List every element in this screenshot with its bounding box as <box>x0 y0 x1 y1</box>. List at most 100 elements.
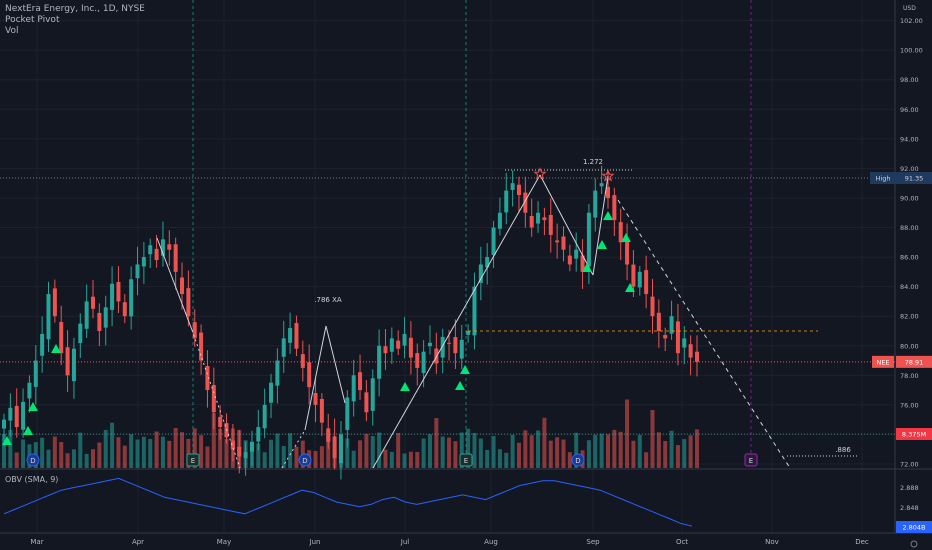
candle-body <box>497 212 502 229</box>
volume-bar <box>224 439 229 468</box>
candle-body <box>186 288 191 317</box>
volume-bar <box>472 432 477 468</box>
dividend-marker <box>298 453 312 467</box>
volume-bar <box>593 434 598 468</box>
volume-label[interactable]: Vol <box>5 26 19 36</box>
candle-body <box>116 281 121 302</box>
volume-bar <box>497 449 502 468</box>
pocket-pivot-signal <box>603 211 613 220</box>
volume-bar <box>281 446 286 468</box>
candle-body <box>180 277 185 295</box>
price-tick-label: 96.00 <box>900 106 919 114</box>
volume-bar <box>542 417 547 468</box>
volume-bar <box>91 449 96 468</box>
candle-body <box>199 332 204 361</box>
candle-body <box>625 241 630 265</box>
volume-bar <box>516 442 521 468</box>
candle-body <box>485 257 490 268</box>
earnings-marker <box>744 453 758 467</box>
volume-bar <box>408 451 413 468</box>
candle-body <box>605 186 610 198</box>
volume-bar <box>491 435 496 468</box>
candle-body <box>307 362 312 388</box>
volume-bar <box>116 437 121 468</box>
pattern-leg <box>592 175 609 276</box>
candle-body <box>561 236 566 250</box>
volume-bar <box>427 434 432 468</box>
volume-bar <box>453 441 458 468</box>
candle-body <box>548 214 553 235</box>
volume-bar <box>383 449 388 468</box>
candle-body <box>148 245 153 255</box>
volume-bar <box>211 413 216 468</box>
candle-body <box>695 351 699 362</box>
volume-bar <box>599 433 604 468</box>
volume-bar <box>358 440 363 468</box>
candle-body <box>542 217 547 221</box>
obv-tick-label: 2.888 <box>900 484 919 492</box>
volume-bar <box>695 429 699 468</box>
volume-bar <box>421 438 426 468</box>
volume-bar <box>434 418 439 468</box>
volume-bar <box>269 439 274 468</box>
candle-body <box>688 344 693 358</box>
time-tick-label: Aug <box>484 538 498 546</box>
candle-body <box>78 323 83 344</box>
candle-body <box>211 384 216 413</box>
last-value-label: 78.91 <box>905 358 924 366</box>
candle-body <box>415 353 420 368</box>
volume-bar <box>288 433 293 468</box>
pattern-leg <box>539 174 594 276</box>
volume-bar <box>205 446 210 468</box>
price-tick-label: 72.00 <box>900 461 919 469</box>
obv-value-label: 2.804B <box>902 524 925 532</box>
volume-bar <box>14 452 19 468</box>
volume-bar <box>644 452 649 468</box>
volume-bar <box>688 435 693 468</box>
settings-gear-icon <box>910 540 918 548</box>
candle-body <box>459 339 464 359</box>
volume-bar <box>2 434 6 468</box>
event-marker-letter: E <box>191 457 195 465</box>
candle-body <box>8 407 13 421</box>
candle-body <box>586 212 591 267</box>
candle-body <box>656 312 661 331</box>
projection-line <box>617 199 791 469</box>
time-tick-label: Dec <box>855 538 869 546</box>
price-tick-label: 94.00 <box>900 135 919 143</box>
candle-body <box>122 302 127 317</box>
last-symbol-badge <box>872 355 894 368</box>
candle-body <box>612 195 617 221</box>
price-tick-label: 92.00 <box>900 165 919 173</box>
last-symbol-label: NEE <box>876 358 889 366</box>
volume-bar <box>529 435 534 468</box>
pocket-pivot-signal <box>23 426 33 435</box>
pattern-leg <box>372 174 541 469</box>
candle-body <box>504 190 509 213</box>
candle-body <box>129 279 134 317</box>
candle-body <box>40 333 45 356</box>
volume-bar <box>65 453 70 468</box>
candle-body <box>567 255 572 265</box>
volume-bar <box>447 437 452 468</box>
candle-body <box>14 405 19 428</box>
volume-bar <box>466 428 471 468</box>
candle-body <box>141 257 146 267</box>
candle-body <box>427 342 432 347</box>
volume-bar <box>218 428 223 468</box>
symbol-title[interactable]: NextEra Energy, Inc., 1D, NYSE <box>5 4 145 14</box>
candle-body <box>205 366 210 391</box>
candle-body <box>154 248 159 261</box>
volume-bar <box>567 452 572 468</box>
candle-body <box>650 296 655 317</box>
candle-body <box>33 360 38 387</box>
volume-bar <box>173 428 178 468</box>
pocket-pivot-signal <box>460 365 470 374</box>
pocket-pivot-signal <box>582 263 592 272</box>
candle-body <box>529 215 534 228</box>
indicator-label[interactable]: Pocket Pivot <box>5 15 60 25</box>
volume-bar <box>319 446 324 468</box>
obv-tick-label: 2.848 <box>900 504 919 512</box>
dividend-marker <box>26 453 40 467</box>
